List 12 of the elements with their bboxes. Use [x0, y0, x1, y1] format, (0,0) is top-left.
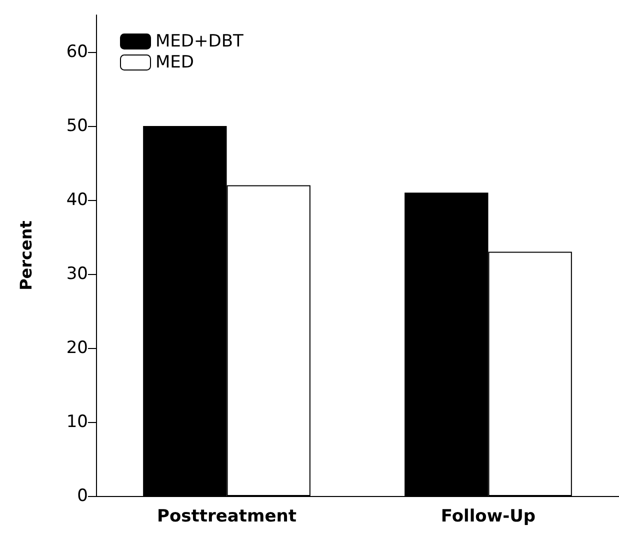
y-tick-label: 30: [66, 264, 88, 284]
legend-label: MED: [156, 52, 194, 72]
y-tick-label: 60: [66, 42, 88, 62]
y-tick-label: 50: [66, 116, 88, 136]
legend-label: MED+DBT: [156, 32, 244, 52]
x-tick-label: Posttreatment: [157, 506, 296, 526]
y-tick-label: 40: [66, 190, 88, 210]
y-tick-label: 10: [66, 412, 88, 432]
x-tick-label: Follow-Up: [440, 506, 536, 526]
y-tick-label: 20: [66, 338, 88, 358]
y-axis-title: Percent: [16, 220, 36, 290]
y-tick-label: 0: [77, 486, 88, 506]
